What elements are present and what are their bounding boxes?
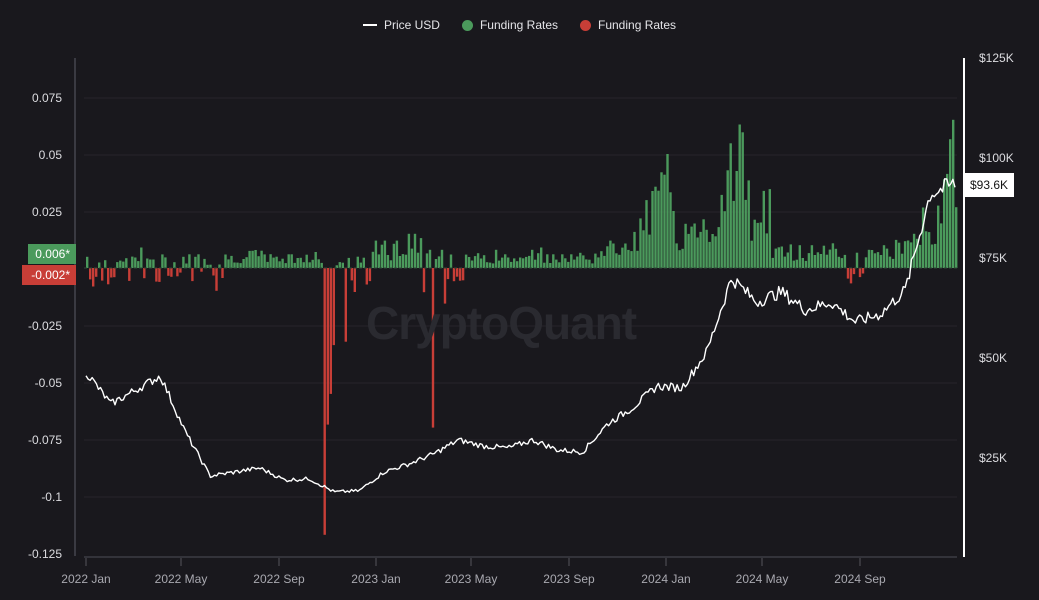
legend-label-funding-negative: Funding Rates	[598, 18, 677, 32]
left-axis-labels: 0.075 0.05 0.025 -0.025 -0.05 -0.075 -0.…	[28, 91, 62, 561]
left-tick: 0.025	[32, 205, 62, 219]
x-axis-ticks	[85, 558, 861, 566]
legend-label-funding-positive: Funding Rates	[479, 18, 558, 32]
green-dot-icon	[461, 19, 473, 31]
grid	[84, 97, 957, 498]
price-line-swatch-icon	[362, 24, 377, 26]
funding-positive-badge: 0.006*	[28, 244, 76, 264]
x-tick: 2024 Jan	[641, 572, 690, 586]
left-tick: -0.05	[35, 376, 63, 390]
legend-item-funding-positive[interactable]: Funding Rates	[461, 18, 558, 32]
right-axis-labels: $125K $100K $75K $50K $25K	[979, 51, 1014, 465]
left-tick: -0.1	[41, 490, 62, 504]
right-tick: $25K	[979, 451, 1007, 465]
left-tick: -0.075	[28, 433, 62, 447]
left-tick: -0.025	[28, 319, 62, 333]
funding-rate-negative-bars	[89, 268, 865, 535]
red-dot-icon	[580, 19, 591, 31]
x-tick: 2022 Jan	[61, 572, 110, 586]
current-price-badge: $93.6K	[964, 173, 1015, 197]
legend-label-price: Price USD	[383, 18, 440, 32]
x-axis-labels: 2022 Jan 2022 May 2022 Sep 2023 Jan 2023…	[61, 572, 886, 586]
funding-rate-positive-bars	[86, 119, 958, 268]
x-tick: 2023 Sep	[543, 572, 595, 586]
x-tick: 2023 May	[445, 572, 498, 586]
left-tick: 0.05	[39, 148, 63, 162]
x-tick: 2024 Sep	[834, 572, 886, 586]
right-tick: $100K	[979, 151, 1014, 165]
right-tick: $50K	[979, 351, 1007, 365]
x-tick: 2023 Jan	[351, 572, 400, 586]
x-tick: 2022 May	[155, 572, 208, 586]
legend-item-funding-negative[interactable]: Funding Rates	[580, 18, 676, 32]
left-tick: 0.075	[32, 91, 62, 105]
x-tick: 2022 Sep	[253, 572, 305, 586]
chart-legend: Price USD Funding Rates Funding Rates	[0, 18, 1039, 32]
right-tick: $125K	[979, 51, 1014, 65]
legend-item-price[interactable]: Price USD	[362, 18, 440, 32]
price-usd-line	[85, 178, 956, 493]
left-tick: -0.125	[28, 547, 62, 561]
x-tick: 2024 May	[736, 572, 789, 586]
right-tick: $75K	[979, 251, 1007, 265]
funding-negative-badge: -0.002*	[22, 265, 76, 285]
